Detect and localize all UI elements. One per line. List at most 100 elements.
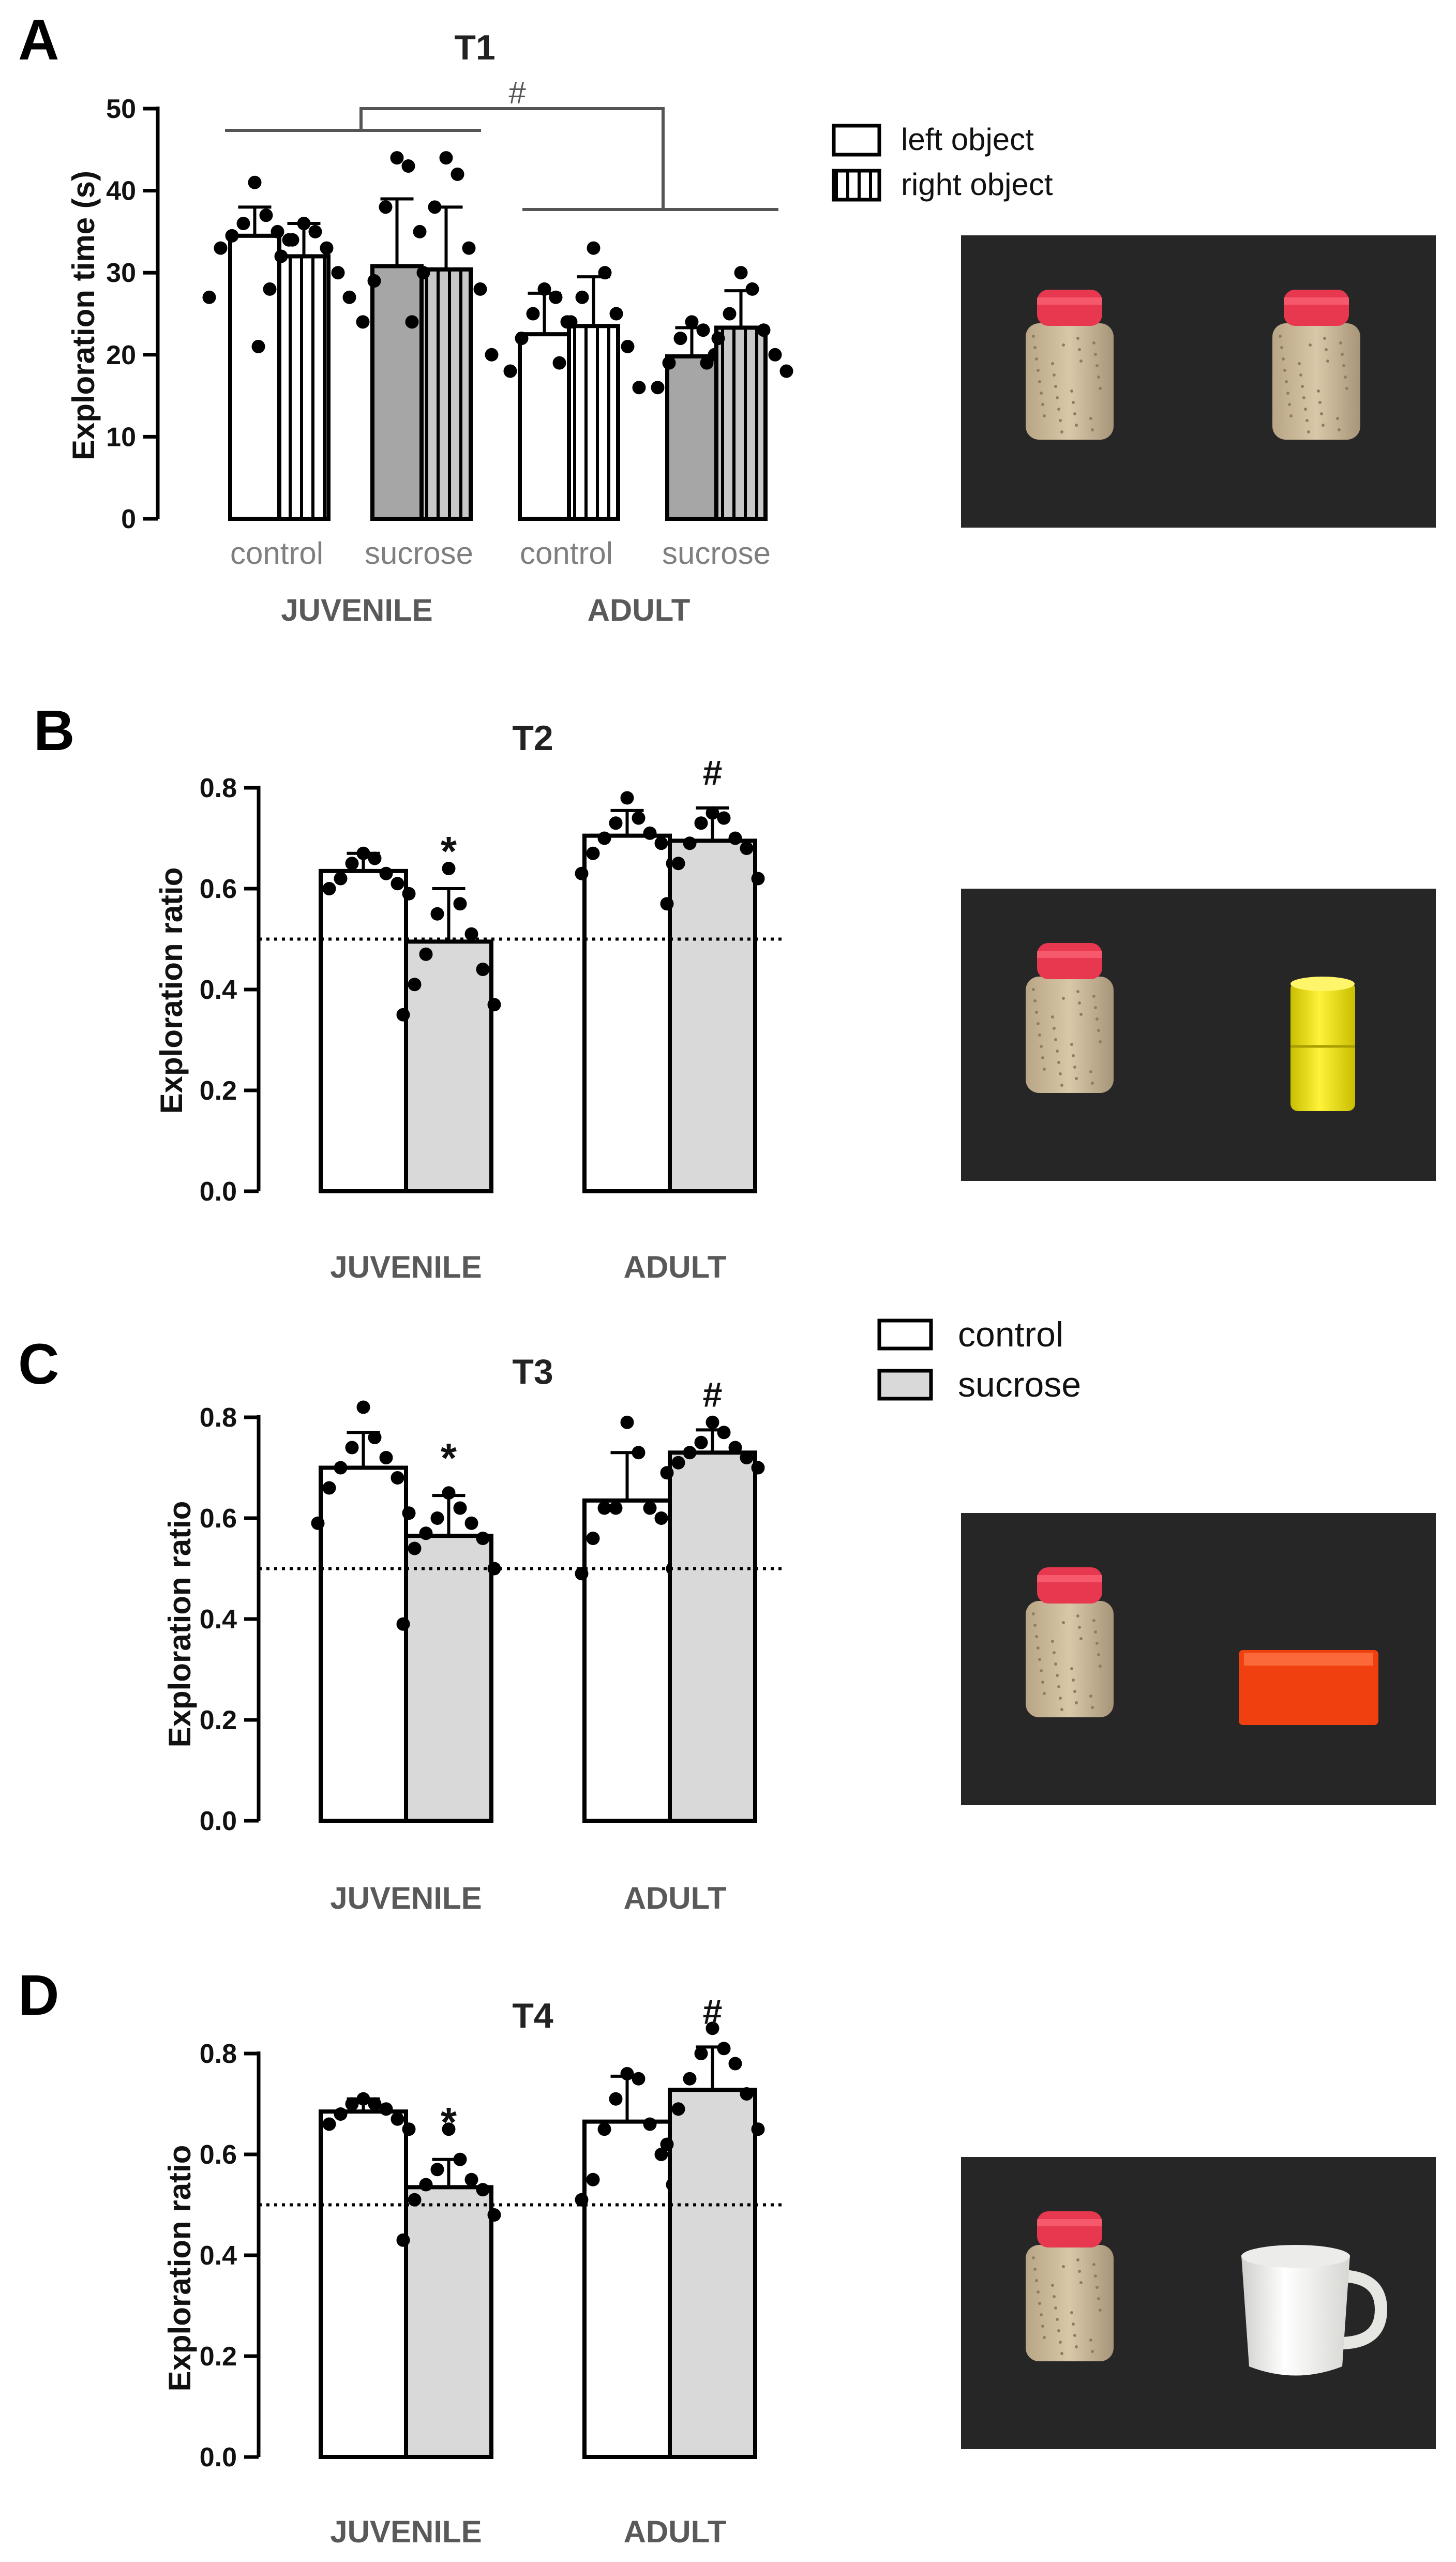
chart-c-data-point [632, 1446, 646, 1460]
jar-grain [1051, 1640, 1054, 1643]
jar-grain [1057, 1685, 1060, 1688]
chart-c-data-point [575, 1567, 589, 1581]
jar-grain [1089, 417, 1092, 420]
chart-a-data-point [379, 200, 393, 214]
jar-grain [1073, 2334, 1076, 2337]
jar-grain [1099, 387, 1102, 390]
chart-a-legend: left object right object [832, 122, 1053, 202]
jar-grain [1057, 2329, 1060, 2332]
chart-c-data-point [694, 1435, 708, 1449]
chart-a-cat-label: control [230, 536, 323, 571]
chart-b-data-point [368, 851, 382, 865]
chart-a-data-point [515, 332, 529, 346]
jar-grain [1089, 1695, 1092, 1698]
chart-a-data-point [271, 224, 284, 238]
chart-d-bar [582, 2119, 672, 2459]
chart-a-data-point [263, 282, 277, 296]
jar-grain [1053, 2295, 1056, 2298]
chart-c-data-point [311, 1516, 325, 1530]
chart-b-data-point [586, 846, 600, 860]
jar-grain [1035, 1011, 1038, 1014]
jar-grain [1095, 1642, 1099, 1645]
jar-grain [1095, 364, 1099, 367]
chart-c-legend: control sucrose [877, 1315, 1081, 1404]
chart-a-data-point [202, 290, 216, 304]
chart-c-group-label: JUVENILE [330, 1881, 482, 1915]
chart-c-bar [319, 1465, 408, 1823]
jar-grain [1051, 362, 1054, 365]
chart-a-data-point [609, 307, 623, 321]
jar-grain [1056, 1050, 1059, 1053]
chart-a-data-point [286, 233, 299, 247]
chart-c-data-point [464, 1516, 478, 1530]
chart-b-y-tick-label: 0.8 [200, 773, 237, 803]
panel-letter-d: D [18, 1964, 59, 2027]
chart-a-data-point [405, 315, 419, 329]
chart-a-data-point [632, 381, 646, 395]
chart-d-bar [668, 2088, 757, 2459]
jar-grain [1038, 380, 1041, 383]
jar-grain [1345, 387, 1348, 390]
jar-grain [1079, 2281, 1083, 2284]
jar-grain [1326, 359, 1329, 363]
chart-b-data-point [660, 897, 674, 911]
chart-b-data-point [402, 887, 416, 901]
jar-grain [1053, 373, 1056, 377]
jar-grain [1060, 430, 1063, 433]
jar-grain [1033, 1624, 1037, 1627]
chart-c-data-point [334, 1461, 348, 1475]
jar-grain [1078, 1001, 1081, 1005]
chart-a-data-point [320, 241, 334, 255]
jar-grain [1099, 2309, 1102, 2312]
chart-d-data-point [345, 2097, 359, 2111]
legend-swatch-right-object [832, 169, 881, 202]
jar-grain [1076, 337, 1079, 340]
jar-grain [1041, 403, 1044, 406]
chart-b-data-point [609, 816, 623, 830]
chart-a-data-point [214, 241, 228, 255]
jar-grain [1342, 364, 1345, 367]
jar-body [1026, 323, 1114, 440]
chart-b-data-point [345, 857, 359, 871]
chart-b-data-point [487, 998, 501, 1012]
chart-a-data-point [651, 381, 665, 395]
jar-grain [1070, 389, 1073, 393]
chart-a-y-tick-label: 50 [106, 94, 136, 124]
chart-a-data-point [696, 323, 710, 337]
chart-d-data-point [654, 2148, 668, 2161]
jar-grain [1305, 419, 1309, 422]
chart-b-bar [404, 939, 493, 1193]
chart-c-y-tick-label: 0.6 [200, 1504, 237, 1534]
chart-b-data-point [442, 862, 456, 875]
jar-grain [1091, 2350, 1094, 2353]
jar-grain [1317, 389, 1320, 393]
jar-grain [1092, 2263, 1095, 2266]
jar-grain [1041, 1681, 1044, 1684]
chart-b-data-point [671, 857, 685, 871]
jar-grain [1060, 1708, 1063, 1711]
chart-b-y-tick-label: 0.0 [200, 1177, 237, 1207]
jar-grain [1073, 412, 1076, 415]
chart-d-data-point [430, 2163, 444, 2177]
panel-letter-b: B [34, 699, 74, 762]
chart-c-bar [668, 1450, 757, 1823]
jar-grain [1318, 401, 1322, 404]
jar-grain [1037, 1022, 1040, 1025]
chart-a-data-point [462, 241, 476, 255]
chart-d-sig-star: * [441, 2099, 457, 2145]
chart-b-data-point [408, 978, 422, 992]
orange-brick-highlight [1244, 1653, 1373, 1666]
jar-cap [1037, 290, 1102, 326]
jar-cap [1037, 2211, 1102, 2248]
chart-d-data-point [368, 2097, 382, 2111]
chart-b-data-point [356, 846, 370, 860]
chart-b-data-point [391, 877, 404, 891]
jar-grain [1073, 1066, 1076, 1069]
chart-a-data-point [757, 323, 771, 337]
jar-grain [1283, 369, 1286, 372]
chart-d-plot: 0.0 0.2 0.4 0.6 0.8 * # [200, 1992, 786, 2473]
chart-d-data-point [396, 2233, 410, 2247]
jar-grain [1073, 1690, 1076, 1693]
jar-grain [1032, 1612, 1035, 1615]
chart-a-data-point [768, 348, 782, 362]
